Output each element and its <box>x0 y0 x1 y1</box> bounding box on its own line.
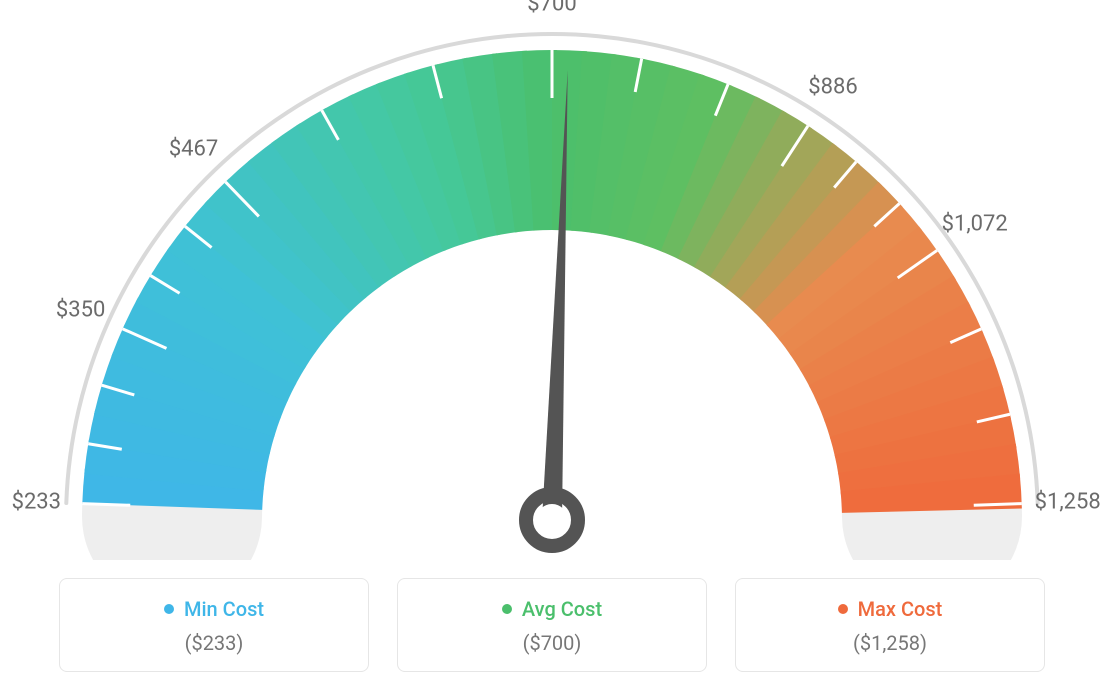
dot-icon <box>164 604 174 614</box>
legend-value-avg: ($700) <box>408 631 696 655</box>
legend-title-avg-text: Avg Cost <box>522 597 602 621</box>
gauge-tick-label: $467 <box>169 136 218 161</box>
legend-title-min: Min Cost <box>164 597 264 621</box>
legend-title-max: Max Cost <box>838 597 943 621</box>
gauge-tick-label: $350 <box>56 298 105 323</box>
legend-card-min: Min Cost ($233) <box>59 578 369 672</box>
legend-title-avg: Avg Cost <box>502 597 602 621</box>
legend-card-max: Max Cost ($1,258) <box>735 578 1045 672</box>
legend-row: Min Cost ($233) Avg Cost ($700) Max Cost… <box>0 578 1104 672</box>
dot-icon <box>838 604 848 614</box>
gauge-tick-label: $1,258 <box>1035 489 1101 514</box>
legend-value-min: ($233) <box>70 631 358 655</box>
legend-value-max: ($1,258) <box>746 631 1034 655</box>
gauge-tick-label: $886 <box>808 75 857 100</box>
legend-title-min-text: Min Cost <box>184 597 264 621</box>
dot-icon <box>502 604 512 614</box>
gauge-chart: $233 $350 $467 $700 $886 $1,072 $1,258 <box>0 0 1104 560</box>
gauge-tick-label: $700 <box>527 0 576 17</box>
legend-title-max-text: Max Cost <box>858 597 943 621</box>
gauge-svg <box>0 0 1104 560</box>
gauge-tick-label: $1,072 <box>942 212 1008 237</box>
gauge-tick-label: $233 <box>12 489 61 514</box>
legend-card-avg: Avg Cost ($700) <box>397 578 707 672</box>
